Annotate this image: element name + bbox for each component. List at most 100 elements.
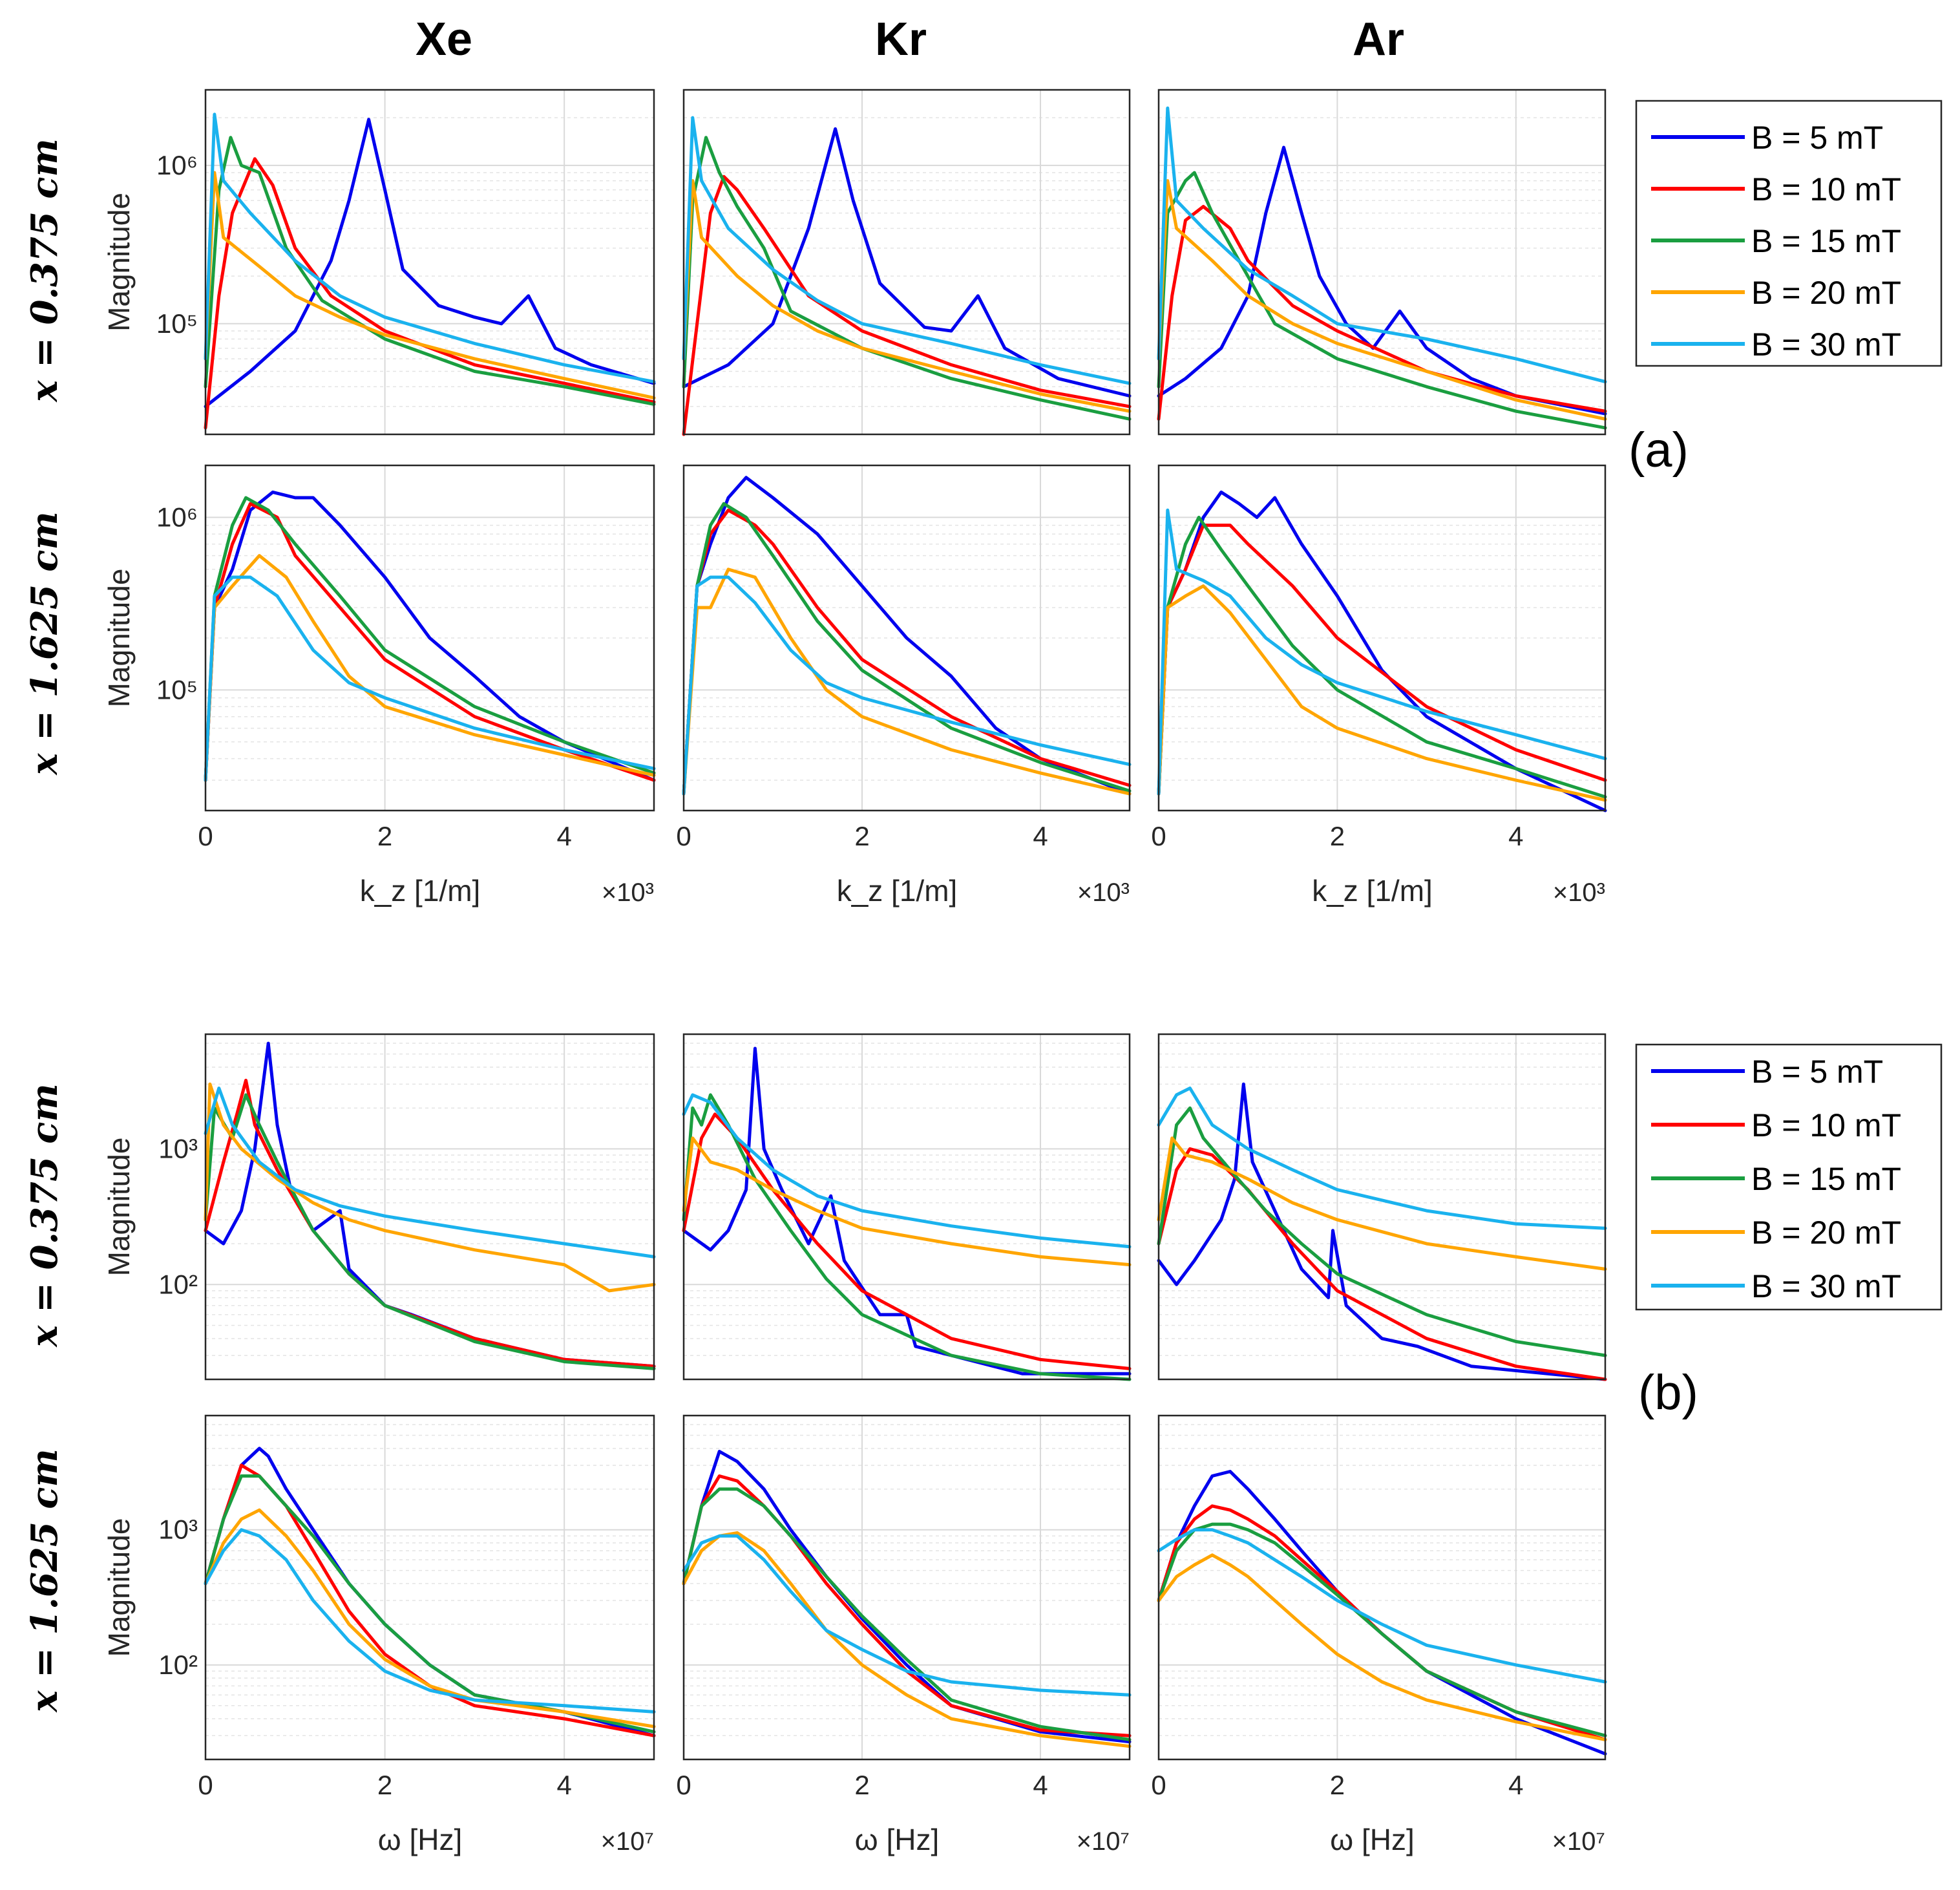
panel-b-ar-row1 xyxy=(1157,1033,1607,1381)
panel-label-a: (a) xyxy=(1628,423,1689,478)
x-axis-multiplier: ×10³ xyxy=(1553,878,1605,907)
panel-b-xe-row2: 10² 10³ 0 2 4 Magnitude ω [Hz] ×10⁷ xyxy=(102,1414,656,1856)
x-tick-label: 0 xyxy=(198,1770,213,1800)
plot-area: 10⁵ 10⁶ Magnitude 10⁵ 10⁶ 0 2 4 Magnitude k_z [1/… xyxy=(102,89,1607,1856)
series-line-b-30-mt-b-xe-row2 xyxy=(204,1528,656,1714)
column-title-kr: Kr xyxy=(875,14,927,65)
panel-b-kr-row1 xyxy=(682,1033,1132,1381)
series-line-b-20-mt-b-ar-row1 xyxy=(1157,1136,1607,1271)
series-line-b-30-mt-b-ar-row2 xyxy=(1157,1528,1607,1684)
x-axis-multiplier: ×10³ xyxy=(1077,878,1130,907)
series-line-b-15-mt-b-kr-row1 xyxy=(682,1093,1132,1381)
series-line-b-10-mt-a-xe-row1 xyxy=(204,157,656,430)
x-tick-label: 4 xyxy=(1508,821,1523,851)
x-tick-label: 4 xyxy=(557,821,572,851)
y-tick-label: 10² xyxy=(158,1269,198,1299)
legend-b-label-b20: B = 20 mT xyxy=(1751,1215,1901,1251)
series-line-b-5-mt-a-kr-row1 xyxy=(682,127,1132,398)
legend-b-label-b5: B = 5 mT xyxy=(1751,1054,1883,1090)
series-line-b-15-mt-b-xe-row2 xyxy=(204,1474,656,1734)
y-axis-label: Magnitude xyxy=(102,1518,136,1657)
x-axis-label: ω [Hz] xyxy=(1330,1823,1414,1856)
legend-b-label-b10: B = 10 mT xyxy=(1751,1107,1901,1143)
y-tick-label: 10² xyxy=(158,1650,198,1680)
series-line-b-15-mt-b-kr-row2 xyxy=(682,1487,1132,1741)
x-tick-label: 2 xyxy=(854,821,869,851)
legend-b-label-b15: B = 15 mT xyxy=(1751,1161,1901,1197)
y-tick-label: 10⁵ xyxy=(156,308,198,339)
x-tick-label: 4 xyxy=(1033,821,1048,851)
y-tick-label: 10⁶ xyxy=(156,150,198,180)
panel-a-ar-row2: 0 2 4 k_z [1/m] ×10³ xyxy=(1151,464,1607,908)
series-line-b-15-mt-a-xe-row2 xyxy=(204,496,656,782)
axes-frame xyxy=(1157,1414,1607,1761)
series-line-b-20-mt-a-xe-row1 xyxy=(204,171,656,400)
series-line-b-10-mt-b-xe-row2 xyxy=(204,1463,656,1737)
series-line-b-15-mt-b-ar-row1 xyxy=(1157,1106,1607,1357)
series-line-b-30-mt-a-ar-row2 xyxy=(1157,508,1607,796)
series-line-b-5-mt-a-kr-row2 xyxy=(682,476,1132,796)
panel-b-xe-row1: 10² 10³ Magnitude xyxy=(102,1033,656,1381)
series-line-b-15-mt-a-kr-row1 xyxy=(682,136,1132,421)
series-line-b-15-mt-a-kr-row2 xyxy=(682,502,1132,796)
legend-a: B = 5 mT B = 10 mT B = 15 mT B = 20 mT B… xyxy=(1635,100,1943,367)
axes-frame xyxy=(1157,89,1607,436)
legend-a-label-b5: B = 5 mT xyxy=(1751,120,1883,156)
legend-a-label-b10: B = 10 mT xyxy=(1751,171,1901,207)
panel-a-ar-row1 xyxy=(1157,89,1607,436)
x-tick-label: 2 xyxy=(1330,1770,1345,1800)
axes-frame xyxy=(682,1414,1131,1761)
axes-frame xyxy=(682,89,1131,436)
series-line-b-10-mt-a-ar-row2 xyxy=(1157,524,1607,796)
series-line-b-20-mt-a-ar-row2 xyxy=(1157,584,1607,802)
axes-frame xyxy=(682,1033,1131,1381)
series-line-b-30-mt-a-xe-row2 xyxy=(204,575,656,782)
axes-frame xyxy=(204,1414,655,1761)
x-tick-label: 0 xyxy=(1151,821,1166,851)
row-label-b-top: x = 0.375 cm xyxy=(23,1083,66,1348)
x-tick-label: 0 xyxy=(676,1770,691,1800)
panel-a-xe-row1: 10⁵ 10⁶ Magnitude xyxy=(102,89,656,436)
x-tick-label: 0 xyxy=(1151,1770,1166,1800)
x-tick-label: 2 xyxy=(854,1770,869,1800)
series-line-b-5-mt-a-ar-row2 xyxy=(1157,490,1607,812)
axes-frame xyxy=(204,89,655,436)
series-line-b-20-mt-a-kr-row1 xyxy=(682,179,1132,413)
axes-frame xyxy=(204,464,655,812)
column-title-ar: Ar xyxy=(1353,14,1404,65)
series-line-b-5-mt-b-ar-row2 xyxy=(1157,1470,1607,1756)
panel-a-kr-row1 xyxy=(682,89,1132,436)
legend-a-box xyxy=(1635,100,1943,367)
series-line-b-15-mt-b-ar-row2 xyxy=(1157,1522,1607,1737)
series-line-b-30-mt-a-xe-row1 xyxy=(204,112,656,384)
series-line-b-30-mt-b-kr-row1 xyxy=(682,1093,1132,1249)
legend-a-label-b30: B = 30 mT xyxy=(1751,326,1901,363)
panel-a-kr-row2: 0 2 4 k_z [1/m] ×10³ xyxy=(676,464,1132,908)
series-line-b-10-mt-a-xe-row2 xyxy=(204,502,656,782)
x-tick-label: 4 xyxy=(557,1770,572,1800)
series-line-b-10-mt-b-kr-row2 xyxy=(682,1474,1132,1737)
row-label-a-top: x = 0.375 cm xyxy=(23,138,66,403)
y-axis-label: Magnitude xyxy=(102,1138,136,1277)
x-axis-multiplier: ×10³ xyxy=(602,878,654,907)
series-line-b-20-mt-a-xe-row2 xyxy=(204,554,656,782)
series-line-b-20-mt-b-xe-row1 xyxy=(204,1082,656,1293)
series-line-b-20-mt-a-kr-row2 xyxy=(682,568,1132,796)
series-line-b-30-mt-a-ar-row1 xyxy=(1157,106,1607,384)
x-axis-label: k_z [1/m] xyxy=(837,874,958,908)
legend-b: B = 5 mT B = 10 mT B = 15 mT B = 20 mT B… xyxy=(1635,1043,1943,1311)
series-line-b-30-mt-b-ar-row1 xyxy=(1157,1087,1607,1230)
series-line-b-15-mt-a-xe-row1 xyxy=(204,136,656,406)
series-line-b-20-mt-b-kr-row1 xyxy=(682,1136,1132,1267)
axes-frame xyxy=(1157,1033,1607,1381)
legend-a-label-b20: B = 20 mT xyxy=(1751,275,1901,311)
y-tick-label: 10⁶ xyxy=(156,502,198,532)
legend-a-label-b15: B = 15 mT xyxy=(1751,223,1901,259)
series-line-b-30-mt-b-kr-row2 xyxy=(682,1534,1132,1697)
series-line-b-5-mt-b-kr-row1 xyxy=(682,1046,1132,1375)
series-line-b-20-mt-b-kr-row2 xyxy=(682,1531,1132,1748)
series-line-b-5-mt-a-xe-row1 xyxy=(204,118,656,409)
y-axis-label: Magnitude xyxy=(102,193,136,332)
axes-frame xyxy=(1157,464,1607,812)
